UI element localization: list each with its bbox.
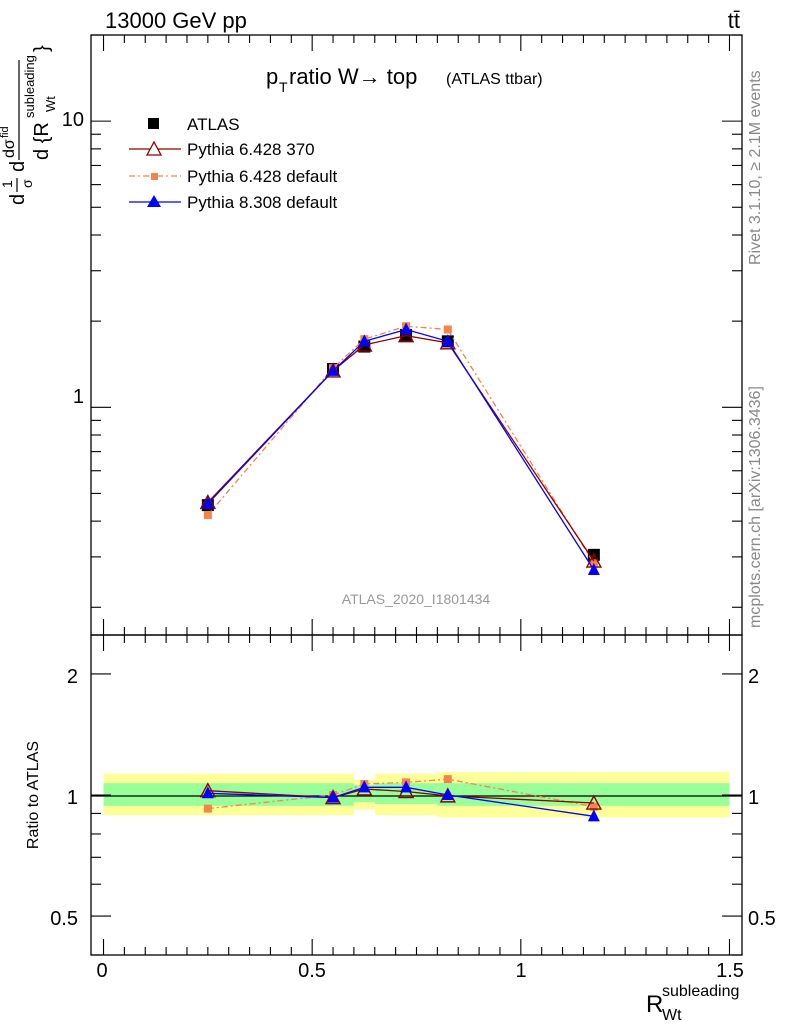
ratio-y-axis-label: Ratio to ATLAS (25, 741, 42, 849)
xtick-label-1: 1 (515, 960, 526, 982)
legend-label-pythia6-default: Pythia 6.428 default (187, 167, 338, 186)
legend-label-pythia6-370: Pythia 6.428 370 (187, 140, 315, 159)
legend-marker-atlas (148, 118, 159, 129)
side-label-rivet: Rivet 3.1.10, ≥ 2.1M events (747, 70, 764, 265)
ratio-series-point-1-0 (203, 804, 212, 813)
header-right: tt̄ (728, 8, 740, 33)
legend-label-atlas: ATLAS (187, 115, 240, 134)
upper-series-point-3-2 (358, 334, 371, 347)
upper-series-point-1-3 (397, 327, 415, 343)
inner-band-2 (374, 783, 438, 804)
analysis-watermark: ATLAS_2020_I1801434 (342, 591, 491, 607)
y-axis-label: d 1 σ d dσ fid d {R subleading Wt } (0, 45, 58, 205)
x-axis-label: R Wt subleading (646, 983, 739, 1024)
ratio-series-point-2-5 (587, 809, 600, 822)
svg-text:σ: σ (19, 179, 35, 188)
svg-text:1: 1 (0, 180, 15, 188)
ratio-ytick-label-1: 1 (67, 787, 78, 809)
svg-text:T: T (279, 79, 288, 95)
ratio-series-line-1 (207, 778, 595, 810)
svg-text:ratio W→ top: ratio W→ top (289, 64, 417, 89)
side-label-mcplots: mcplots.cern.ch [arXiv:1306.3436] (747, 386, 764, 628)
ratio-series-point-2-1 (327, 790, 340, 803)
upper-series-point-3-4 (441, 334, 454, 347)
ratio-series-point-2-0 (201, 786, 214, 799)
svg-text:subleading: subleading (662, 983, 739, 1000)
ytick-label-10: 10 (62, 109, 84, 131)
upper-series-point-2-4 (443, 325, 452, 334)
legend-marker-pythia8-default (147, 195, 161, 207)
ratio-ytick-label-0-5: 0.5 (50, 908, 78, 930)
ratio-series-point-2-3 (400, 780, 413, 793)
ratio-ytick-label-2-right: 2 (748, 666, 759, 688)
ratio-ytick-label-0-5-right: 0.5 (748, 908, 776, 930)
ratio-series-point-2-4 (441, 788, 454, 800)
ratio-series-point-2-2 (358, 780, 371, 793)
axis-ticks (91, 34, 742, 956)
xtick-label-0: 0 (96, 960, 107, 982)
uncertainty-bands (103, 772, 730, 818)
legend-marker-pythia6-default (151, 173, 158, 180)
upper-series-line-1 (207, 334, 595, 562)
ratio-series-line-2 (207, 786, 594, 817)
upper-series-point-3-1 (327, 363, 340, 376)
ratio-series-point-1-4 (443, 775, 452, 784)
xtick-label-1-5: 1.5 (716, 960, 744, 982)
header-left: 13000 GeV pp (105, 8, 247, 33)
data-series (199, 322, 603, 822)
legend-label-pythia8-default: Pythia 8.308 default (187, 193, 338, 212)
svg-text:(ATLAS ttbar): (ATLAS ttbar) (446, 71, 543, 88)
upper-series-point-3-3 (400, 322, 413, 335)
svg-text:fid: fid (0, 126, 11, 138)
ratio-ytick-label-2: 2 (67, 666, 78, 688)
svg-text:d {R: d {R (31, 122, 53, 160)
xtick-label-0-5: 0.5 (298, 960, 326, 982)
svg-text:Wt: Wt (662, 1007, 682, 1024)
svg-text:p: p (266, 64, 278, 89)
svg-text:dσ: dσ (1, 139, 18, 158)
ratio-ytick-label-1-right: 1 (748, 787, 759, 809)
ytick-label-1: 1 (73, 386, 84, 408)
upper-series-point-3-5 (587, 562, 600, 575)
upper-series-line-3 (207, 328, 595, 571)
svg-text:d: d (7, 161, 29, 172)
svg-text:}: } (31, 45, 53, 52)
upper-series-line-2 (207, 325, 595, 564)
inner-band-3 (437, 783, 730, 806)
ratio-series-point-0-5 (585, 794, 603, 810)
legend: ATLAS Pythia 6.428 370 Pythia 6.428 defa… (129, 115, 338, 212)
svg-text:Wt: Wt (43, 96, 58, 112)
plot-title: p T ratio W→ top (ATLAS ttbar) (266, 64, 543, 95)
upper-series-point-1-1 (324, 362, 342, 378)
upper-series-point-3-0 (201, 496, 214, 509)
svg-text:d: d (7, 194, 29, 205)
upper-series-point-2-0 (203, 511, 212, 520)
legend-marker-pythia6-370 (145, 140, 163, 156)
svg-text:subleading: subleading (22, 55, 37, 118)
svg-text:R: R (646, 991, 663, 1018)
ratio-series-point-1-5 (589, 802, 598, 811)
